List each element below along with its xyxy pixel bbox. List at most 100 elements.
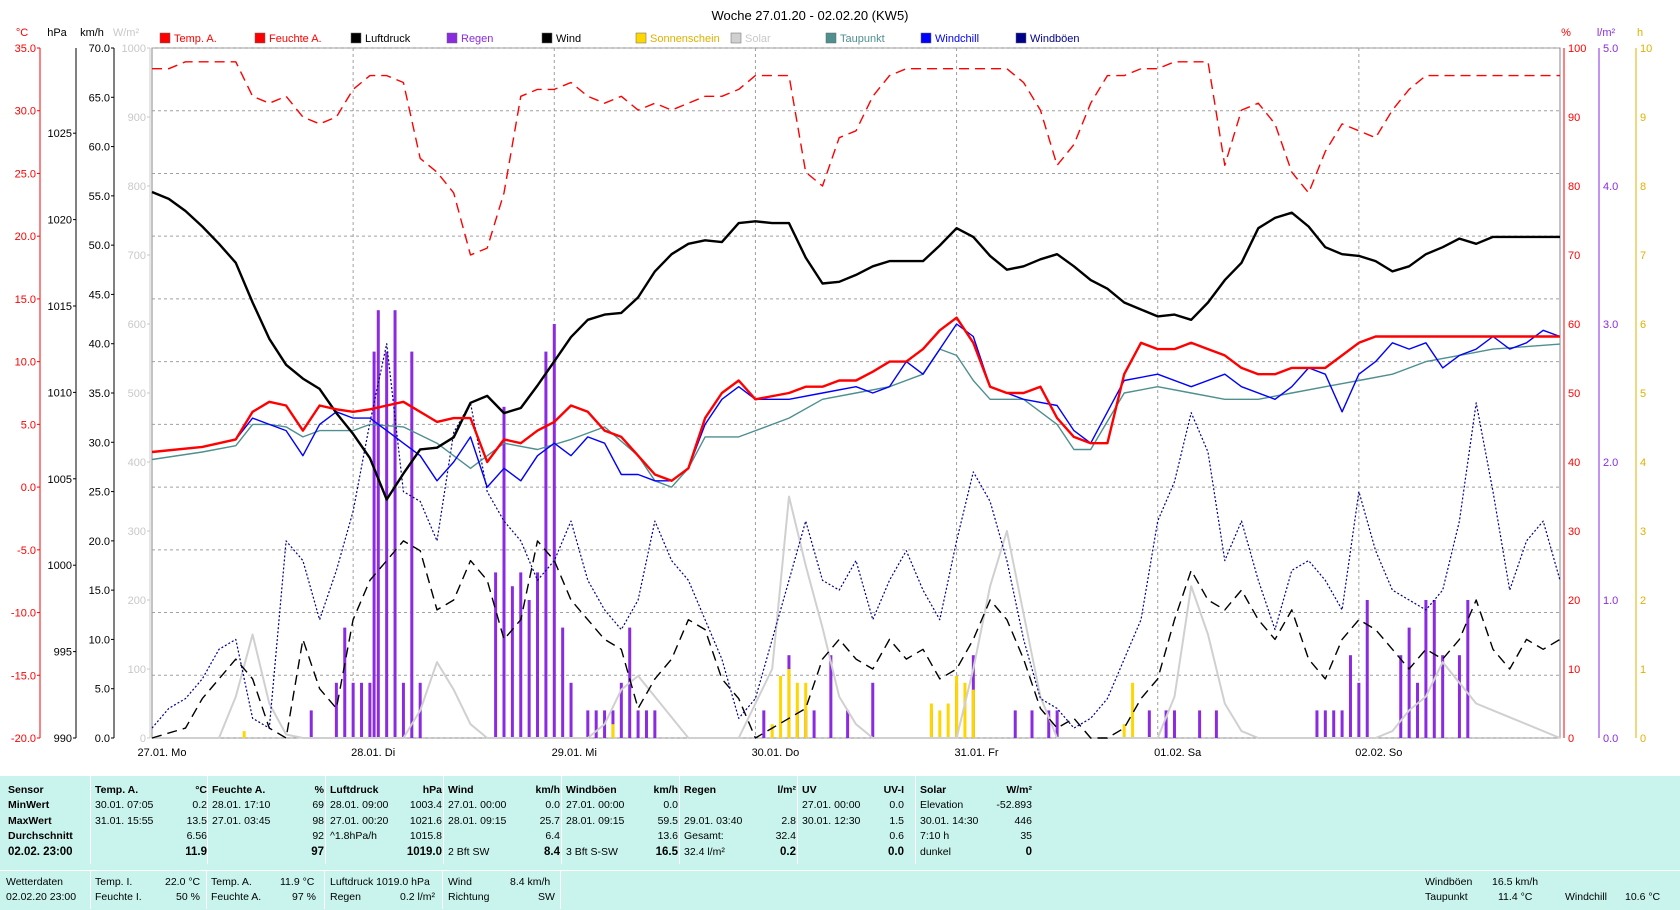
stats-cell-label: 30.01. 12:30 <box>802 814 861 827</box>
stats-cell-value: 11.9 <box>185 845 207 858</box>
bar-regen <box>401 682 405 738</box>
stats-row: 28.01. 09:00 1003.4 <box>330 798 442 814</box>
stats-divider <box>443 776 444 864</box>
stats-row: Gesamt: 32.4 <box>684 829 796 845</box>
stats-header-label: Solar <box>920 784 947 796</box>
windboeen-label: Windböen <box>1425 876 1473 888</box>
day-label: 28.01. Di <box>351 747 395 759</box>
stats-cell-label: 7:10 h <box>920 830 950 842</box>
left-axes: 35.0 30.0 25.0 20.0 15.0 10.0 5.0 0.0 -5.0 -10.0 -… <box>11 43 151 745</box>
stats-cell-label: 3 Bft S-SW <box>566 845 618 858</box>
axis-unit-labels: °C hPa km/h W/m²% l/m² h <box>16 27 1643 39</box>
bar-regen <box>1407 627 1411 738</box>
legend-swatch <box>920 32 932 44</box>
stats-row: 0.0 <box>802 845 904 861</box>
legend-label: Solar <box>745 33 771 45</box>
bar-regen <box>586 710 590 738</box>
stats-divider <box>561 776 562 864</box>
series-line-tempa <box>151 316 1560 482</box>
rain-tick-label: 3.0 <box>1603 319 1618 331</box>
stats-divider <box>325 776 326 864</box>
current-values-bar: Wetterdaten 02.02.20 23:00 Temp. I. 22.0… <box>0 870 1680 910</box>
hpa-tick-label: 1010 <box>48 387 72 399</box>
bar-regen <box>544 351 548 738</box>
temp-tick-label: -5.0 <box>17 545 36 557</box>
bar-sonnenschein <box>929 703 933 738</box>
stats-header-unit: % <box>314 784 324 796</box>
wind-label: Wind <box>448 876 472 888</box>
stats-header-unit: l/m² <box>777 784 796 796</box>
temp-tick-label: 25.0 <box>15 168 36 180</box>
temp-tick-label: 10.0 <box>15 357 36 369</box>
stats-cell-value: 13.5 <box>186 814 207 827</box>
bar-regen <box>1198 710 1202 738</box>
stats-cell-value: 1015.8 <box>409 830 442 842</box>
wind-tick-label: 70.0 <box>89 43 110 55</box>
wind-tick-label: 65.0 <box>89 92 110 104</box>
bar-regen <box>351 682 355 738</box>
bar-regen <box>343 627 347 738</box>
bar-regen <box>1214 710 1218 738</box>
stats-row: 30.01. 12:30 1.5 <box>802 814 904 830</box>
sun-tick-label: 7 <box>1640 250 1646 262</box>
rain-tick-label: 5.0 <box>1603 43 1618 55</box>
solar-tick-label: 500 <box>128 388 146 400</box>
bar-regen <box>393 310 397 738</box>
stats-row-label: 02.02. 23:00 <box>8 845 73 858</box>
axis-unit-label: km/h <box>80 27 104 39</box>
stats-row: 1019.0 <box>330 845 442 861</box>
wind-value: 8.4 km/h <box>510 876 551 888</box>
hpa-tick-label: 990 <box>54 733 72 745</box>
bar-regen <box>829 655 833 738</box>
bar-regen <box>644 710 648 738</box>
rain-tick-label: 2.0 <box>1603 457 1618 469</box>
stats-cell-value: 1021.6 <box>409 814 442 827</box>
bar-regen <box>1365 600 1369 738</box>
windchill-value: 10.6 °C <box>1625 891 1661 903</box>
stats-cell-value: 98 <box>312 814 324 827</box>
wind-tick-label: 60.0 <box>89 142 110 154</box>
bar-regen <box>527 600 531 738</box>
temp-tick-label: 0.0 <box>21 482 36 494</box>
bar-regen <box>376 310 380 738</box>
bar-regen <box>1055 710 1059 738</box>
bar-regen <box>385 351 389 738</box>
stats-row <box>684 798 796 814</box>
divider <box>442 870 443 909</box>
bar-sonnenschein <box>946 703 950 738</box>
solar-tick-label: 1000 <box>122 43 146 55</box>
stats-header-unit: UV-I <box>883 784 904 796</box>
stats-cell-label: Elevation <box>920 799 964 811</box>
day-label: 29.01. Mi <box>552 747 597 759</box>
stats-cell-value: 1003.4 <box>409 799 442 811</box>
temp-tick-label: 20.0 <box>15 231 36 243</box>
wetterdaten-label: Wetterdaten <box>6 876 64 888</box>
temp-a-label: Temp. A. <box>211 876 252 888</box>
windchill-label: Windchill <box>1565 891 1608 903</box>
stats-column-header: Temp. A. °C <box>95 782 207 798</box>
bar-regen <box>1164 710 1168 738</box>
divider <box>560 870 561 909</box>
legend-label: Sonnenschein <box>650 33 720 45</box>
sun-tick-label: 5 <box>1640 388 1646 400</box>
bar-sonnenschein <box>787 669 791 738</box>
stats-cell-value: 97 <box>311 845 324 858</box>
luftdruck-current: Luftdruck 1019.0 hPa <box>330 876 430 888</box>
stats-column-header: Luftdruck hPa <box>330 782 442 798</box>
humidity-tick-label: 80 <box>1568 181 1580 193</box>
temp-i-value: 22.0 °C <box>165 876 201 888</box>
legend-swatch <box>825 32 837 44</box>
day-label: 30.01. Do <box>752 747 800 759</box>
stats-cell-label: 28.01. 17:10 <box>212 799 271 811</box>
wind-tick-label: 0.0 <box>95 733 110 745</box>
sun-tick-label: 3 <box>1640 526 1646 538</box>
stats-divider <box>915 776 916 864</box>
windboeen-value: 16.5 km/h <box>1492 876 1539 888</box>
wind-tick-label: 20.0 <box>89 536 110 548</box>
legend-label: Wind <box>556 33 581 45</box>
stats-cell-value: 0.0 <box>888 845 904 858</box>
stats-row: 0.6 <box>802 829 904 845</box>
bar-series <box>242 310 1470 738</box>
legend-swatch <box>446 32 458 44</box>
stats-cell-value: 0.2 <box>192 799 207 811</box>
